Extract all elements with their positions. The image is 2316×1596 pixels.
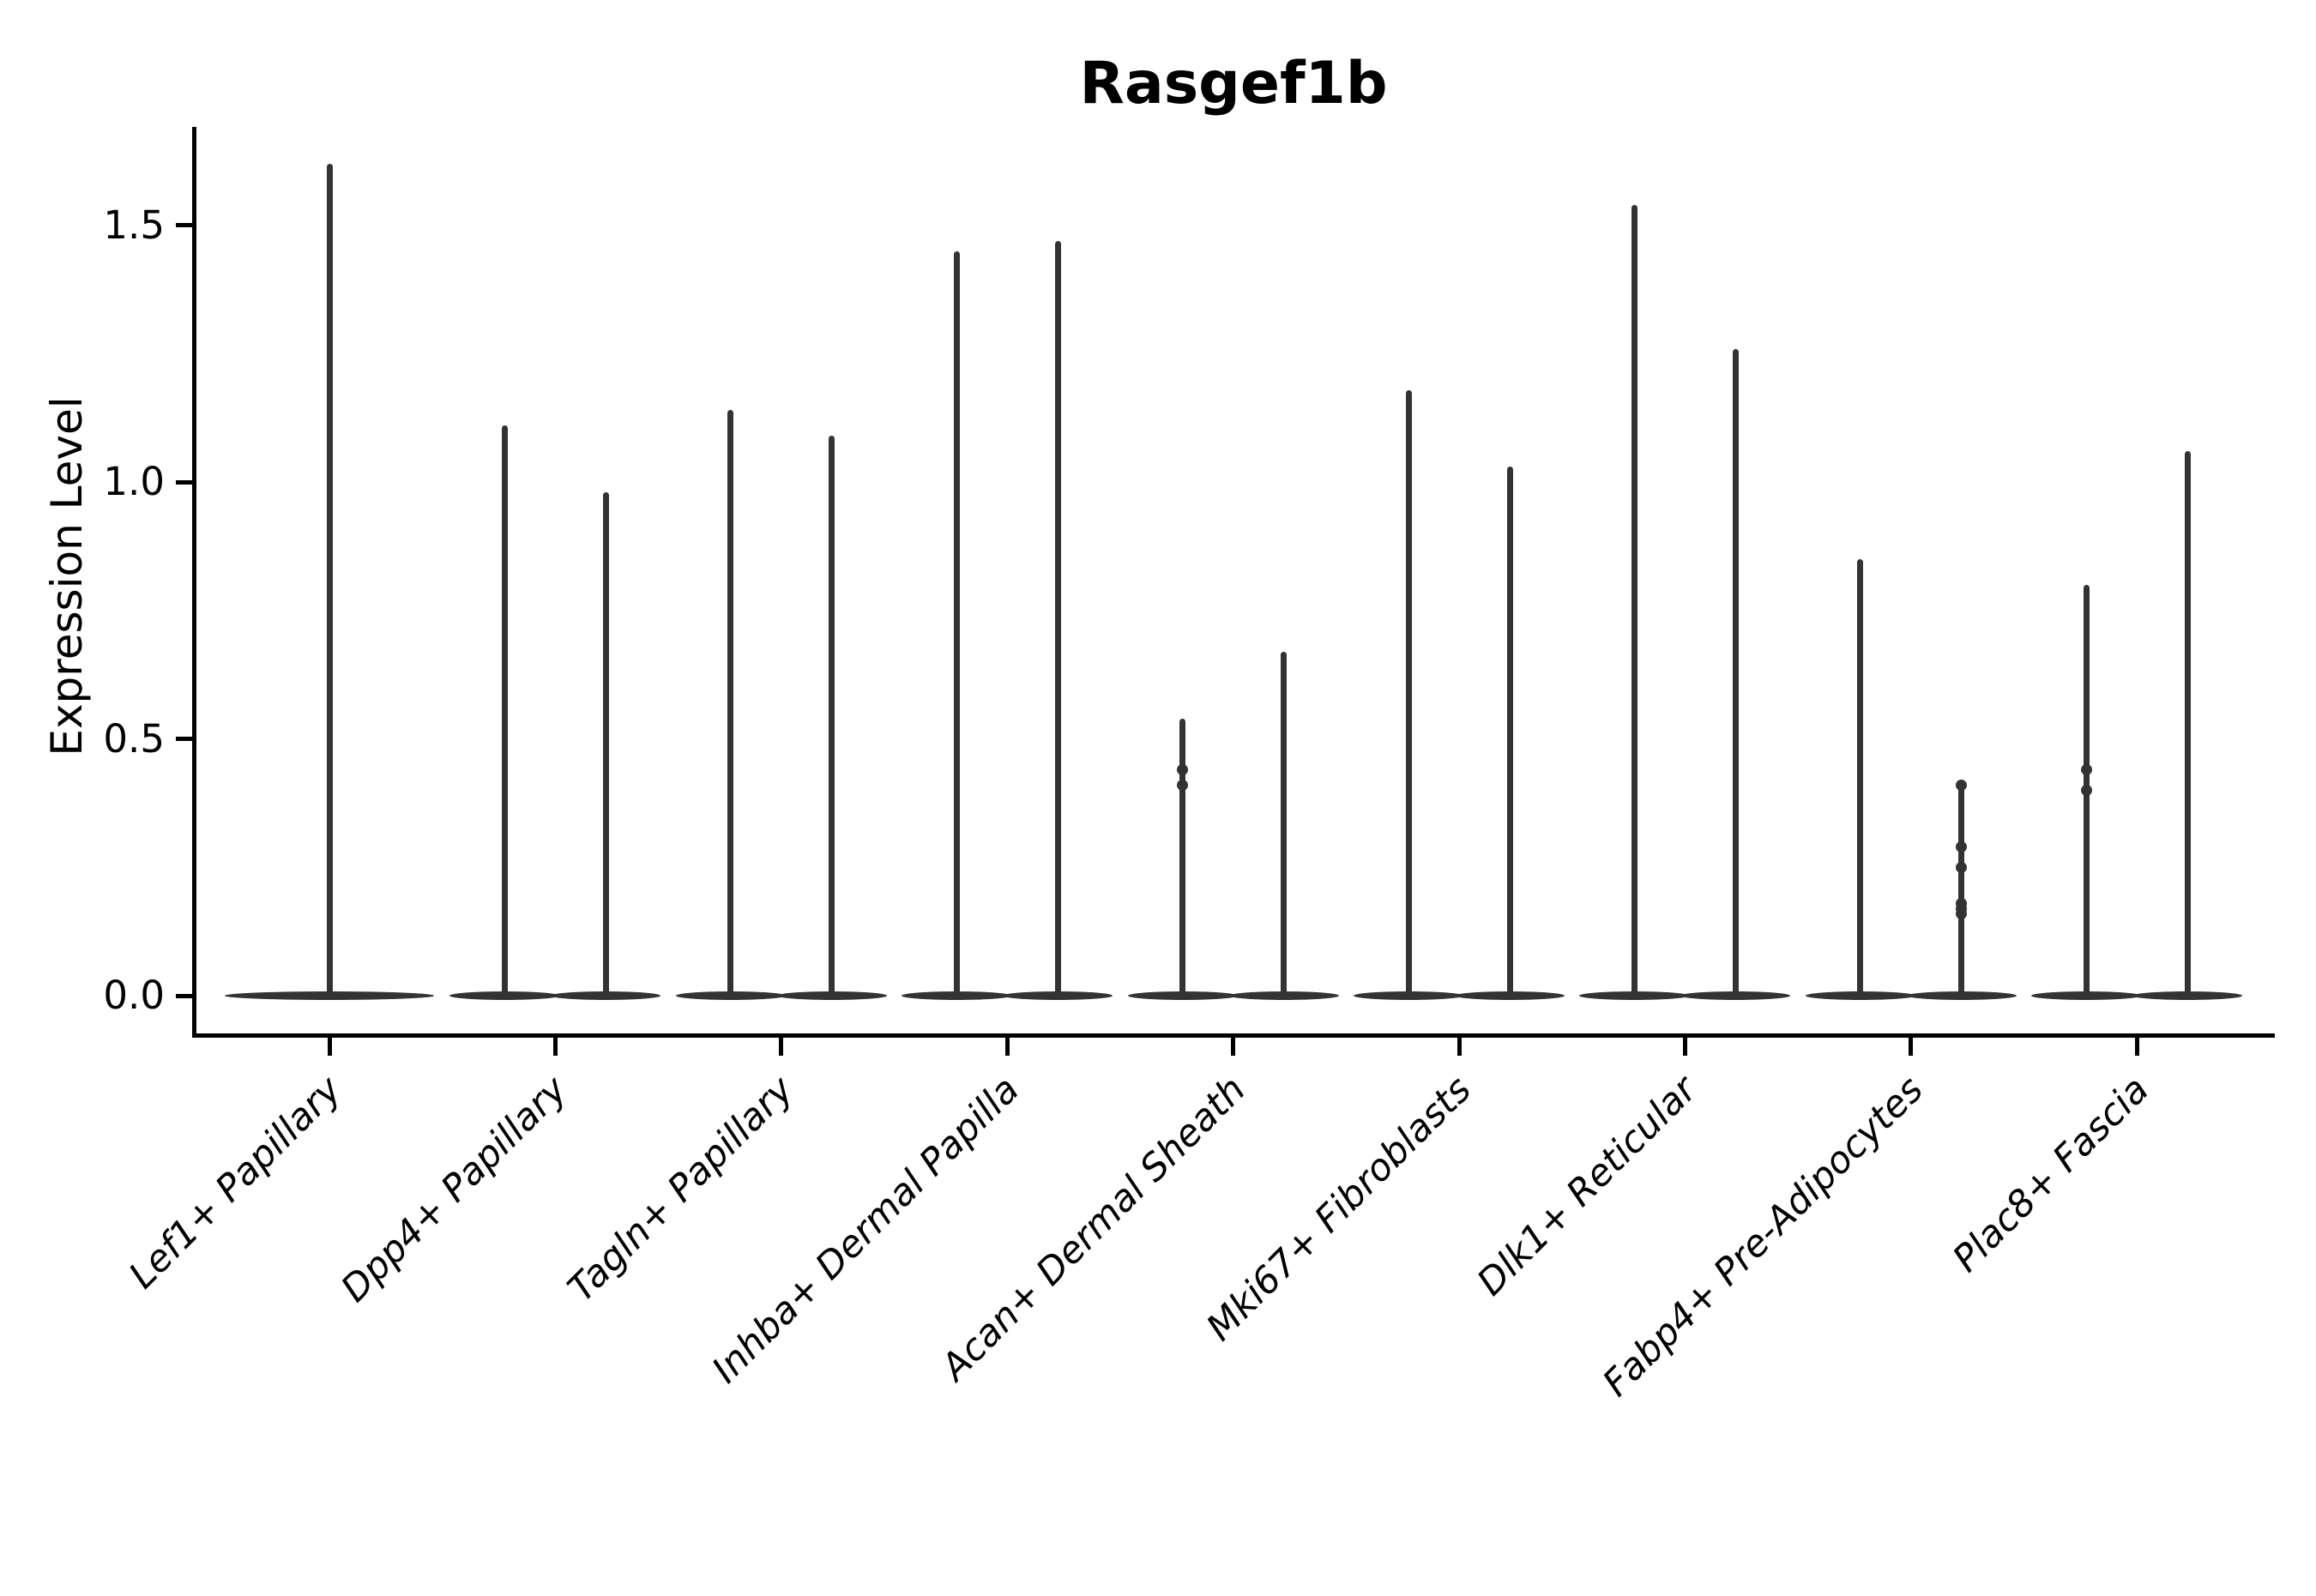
expression-point [2080,785,2092,797]
x-tick-mark [1004,1036,1010,1056]
x-tick-label: Mki67+ Fibroblasts [1198,1068,1480,1350]
y-tick-label: 1.0 [103,459,165,505]
x-tick-mark [552,1036,558,1056]
x-axis-spine [192,1033,2275,1038]
x-tick-label: Fabp4+ Pre-Adipocytes [1595,1068,1932,1406]
violin-spike-2-right [829,436,835,998]
expression-point [1177,764,1189,776]
violin-spike-7-right [1958,785,1965,998]
x-tick-label: Dpp4+ Papillary [333,1068,576,1311]
x-tick-mark [2134,1036,2139,1056]
violin-spike-6-left [1631,205,1637,998]
y-tick-mark [176,993,193,998]
x-tick-mark [327,1036,332,1056]
x-tick-mark [1909,1036,1914,1056]
expression-point [1956,907,1968,919]
violin-spike-8-right [2184,451,2191,998]
y-tick-label: 0.0 [103,973,165,1018]
x-tick-mark [779,1036,784,1056]
y-tick-mark [176,479,193,485]
x-tick-mark [1231,1036,1236,1056]
expression-point [1956,780,1968,792]
violin-spike-4-right [1281,651,1288,998]
y-tick-mark [176,223,193,228]
x-tick-label: Acan+ Dermal Sheath [932,1068,1254,1389]
violin-spike-3-right [1054,240,1061,998]
violin-spike-5-right [1506,467,1513,998]
violin-spike-5-left [1405,389,1412,998]
expression-point [1956,840,1968,852]
expression-point [1177,780,1189,792]
violin-spike-2-left [727,410,734,998]
violin-spike-1-left [501,425,508,998]
y-tick-label: 1.5 [103,202,165,248]
x-tick-label: Dlk1+ Reticular [1469,1068,1706,1304]
x-tick-mark [1682,1036,1687,1056]
y-tick-label: 0.5 [103,715,165,762]
y-axis-spine [192,127,196,1038]
y-tick-mark [176,737,193,742]
violin-spike-1-right [602,492,609,998]
violin-spike-0-center [326,164,333,998]
x-tick-label: Plac8+ Fascia [1945,1068,2158,1281]
violin-spike-3-left [953,250,960,998]
violin-figure: Rasgef1b Expression Level 0.0 0.5 1.0 1.5 L… [42,50,2275,1406]
expression-point [1956,861,1968,873]
y-axis-title: Expression Level [42,396,92,756]
x-tick-label: Tagln+ Papillary [559,1068,802,1310]
chart-title: Rasgef1b [1079,50,1388,117]
expression-point [2080,764,2092,776]
x-tick-label: Inhba+ Dermal Papilla [703,1068,1028,1392]
violin-spike-4-left [1179,718,1186,998]
violin-spike-6-right [1732,348,1739,998]
violin-spike-7-left [1857,559,1864,998]
x-tick-mark [1457,1036,1462,1056]
